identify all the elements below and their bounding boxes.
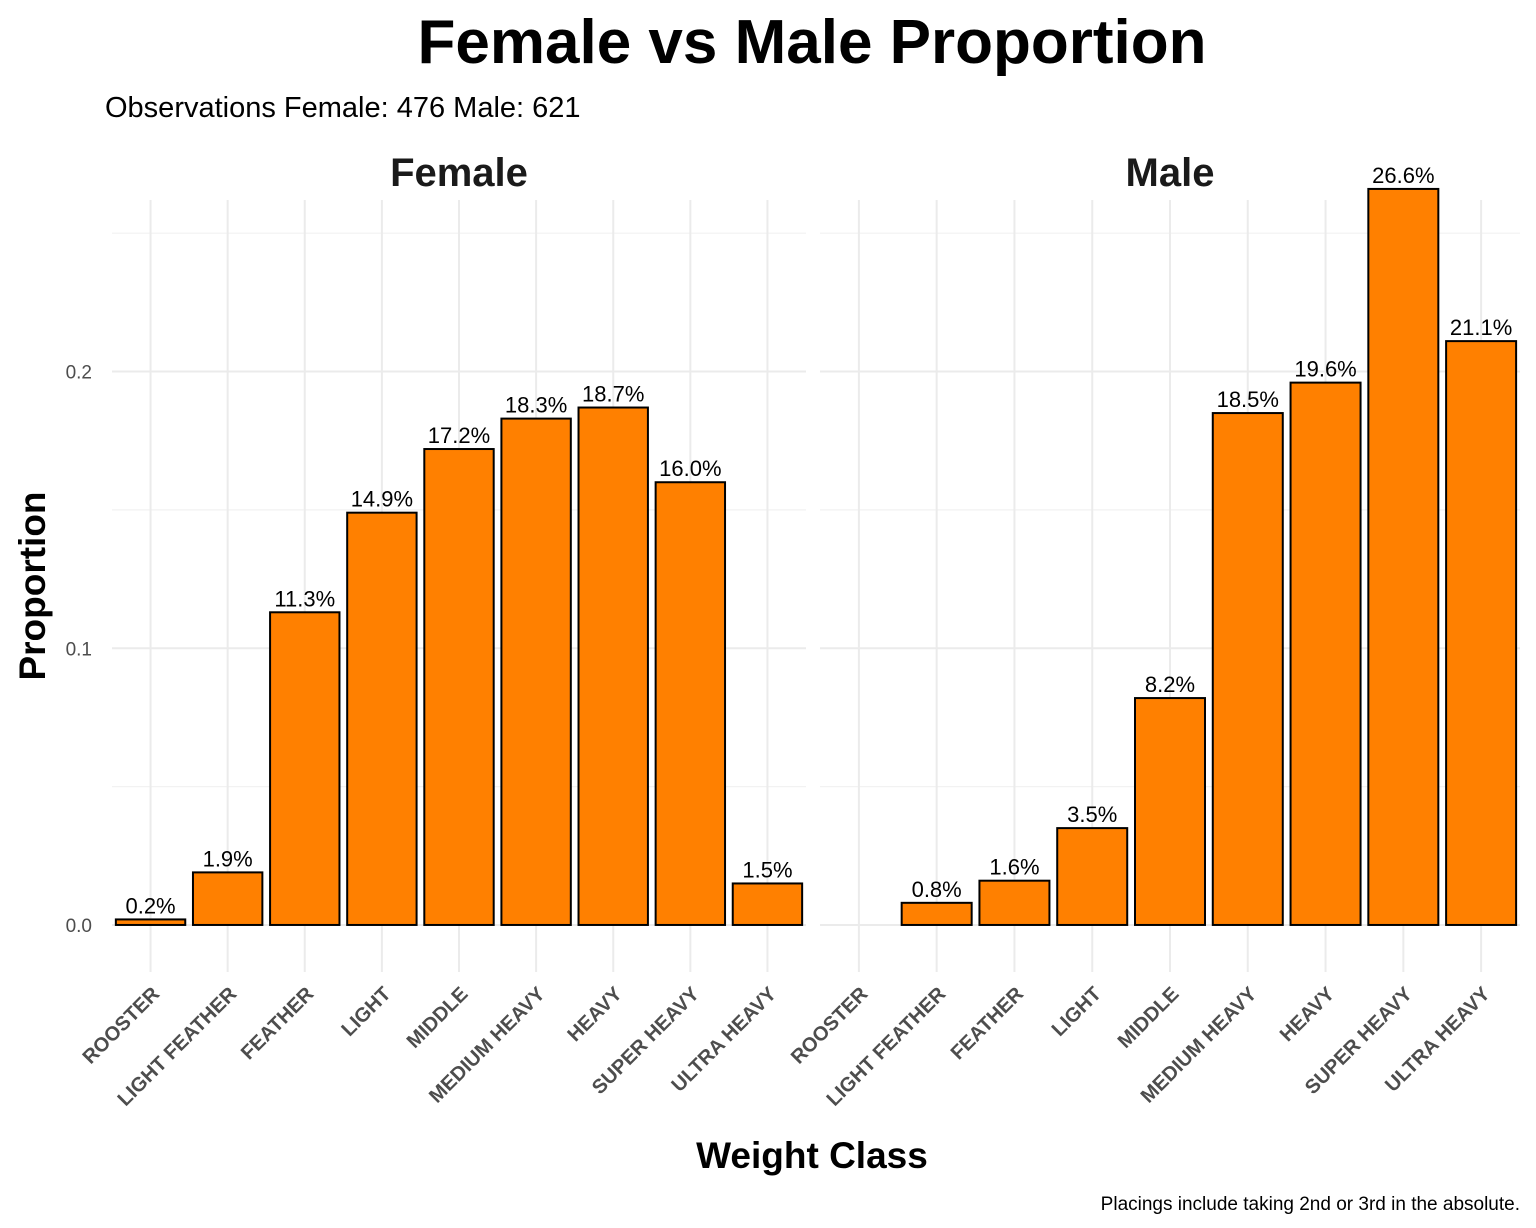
data-label: 17.2%: [428, 423, 490, 448]
x-tick-label: FEATHER: [237, 983, 319, 1065]
bar-male-ultra-heavy: [1445, 340, 1518, 926]
bar-female-heavy: [577, 406, 649, 926]
bar-male-medium-heavy: [1211, 412, 1284, 926]
facet-title-male: Male: [1126, 151, 1215, 195]
data-label: 19.6%: [1294, 357, 1356, 382]
data-label: 8.2%: [1145, 672, 1195, 697]
x-tick-label: HEAVY: [564, 983, 628, 1047]
bar-female-rooster: [114, 918, 187, 926]
bar-female-light-feather: [191, 871, 264, 926]
x-tick-label: LIGHT: [337, 983, 395, 1041]
bar-male-super-heavy: [1367, 187, 1440, 926]
data-label: 3.5%: [1067, 802, 1117, 827]
x-tick-label: MIDDLE: [403, 983, 473, 1053]
panel-male: Male 0.8% 1.6% 3.5% 8.2% 18.5% 19.6% 26.6% 21.1%…: [787, 151, 1520, 1111]
data-label: 26.6%: [1372, 163, 1434, 188]
bar-female-super-heavy: [654, 481, 727, 926]
y-axis-title: Proportion: [12, 491, 53, 680]
facet-panels: 0.0 0.1 0.2 Female 0.2% 1.9% 11.3% 14.9% 17.2% 18…: [66, 151, 1520, 1111]
y-tick-label: 0.2: [66, 363, 92, 384]
x-tick-label: ROOSTER: [79, 983, 165, 1069]
x-tick-label: MIDDLE: [1114, 983, 1184, 1053]
x-tick-label: HEAVY: [1276, 983, 1340, 1047]
bar-male-middle: [1134, 697, 1206, 926]
bar-female-light: [346, 511, 418, 926]
x-axis-title: Weight Class: [696, 1135, 928, 1176]
x-tick-label: FEATHER: [947, 983, 1029, 1065]
chart-title: Female vs Male Proportion: [418, 8, 1207, 77]
y-tick-label: 0.0: [66, 916, 92, 937]
bar-female-middle: [423, 448, 495, 926]
chart-caption: Placings include taking 2nd or 3rd in th…: [1101, 1194, 1520, 1215]
facet-title-female: Female: [390, 151, 528, 195]
bar-male-feather: [978, 879, 1051, 926]
panel-female: 0.0 0.1 0.2 Female 0.2% 1.9% 11.3% 14.9% 17.2% 18…: [66, 151, 806, 1111]
x-tick-label: LIGHT: [1048, 983, 1106, 1041]
data-label: 21.1%: [1450, 315, 1512, 340]
bar-male-light-feather: [900, 901, 973, 926]
data-label: 1.9%: [203, 846, 253, 871]
data-label: 0.2%: [125, 893, 175, 918]
bar-male-light: [1056, 827, 1129, 926]
bar-male-heavy: [1289, 381, 1362, 926]
data-label: 14.9%: [351, 487, 413, 512]
data-label: 18.5%: [1217, 387, 1279, 412]
data-label: 18.7%: [582, 382, 644, 407]
bar-female-ultra-heavy: [731, 882, 804, 926]
data-label: 1.6%: [989, 855, 1039, 880]
y-tick-label: 0.1: [66, 639, 92, 660]
bar-female-feather: [269, 611, 341, 926]
bar-female-medium-heavy: [500, 417, 572, 926]
chart-subtitle: Observations Female: 476 Male: 621: [105, 92, 581, 124]
data-label: 0.8%: [912, 877, 962, 902]
data-label: 11.3%: [274, 586, 335, 611]
x-tick-label: ROOSTER: [787, 983, 873, 1069]
data-label: 16.0%: [659, 456, 721, 481]
data-label: 1.5%: [742, 857, 792, 882]
data-label: 18.3%: [505, 393, 567, 418]
